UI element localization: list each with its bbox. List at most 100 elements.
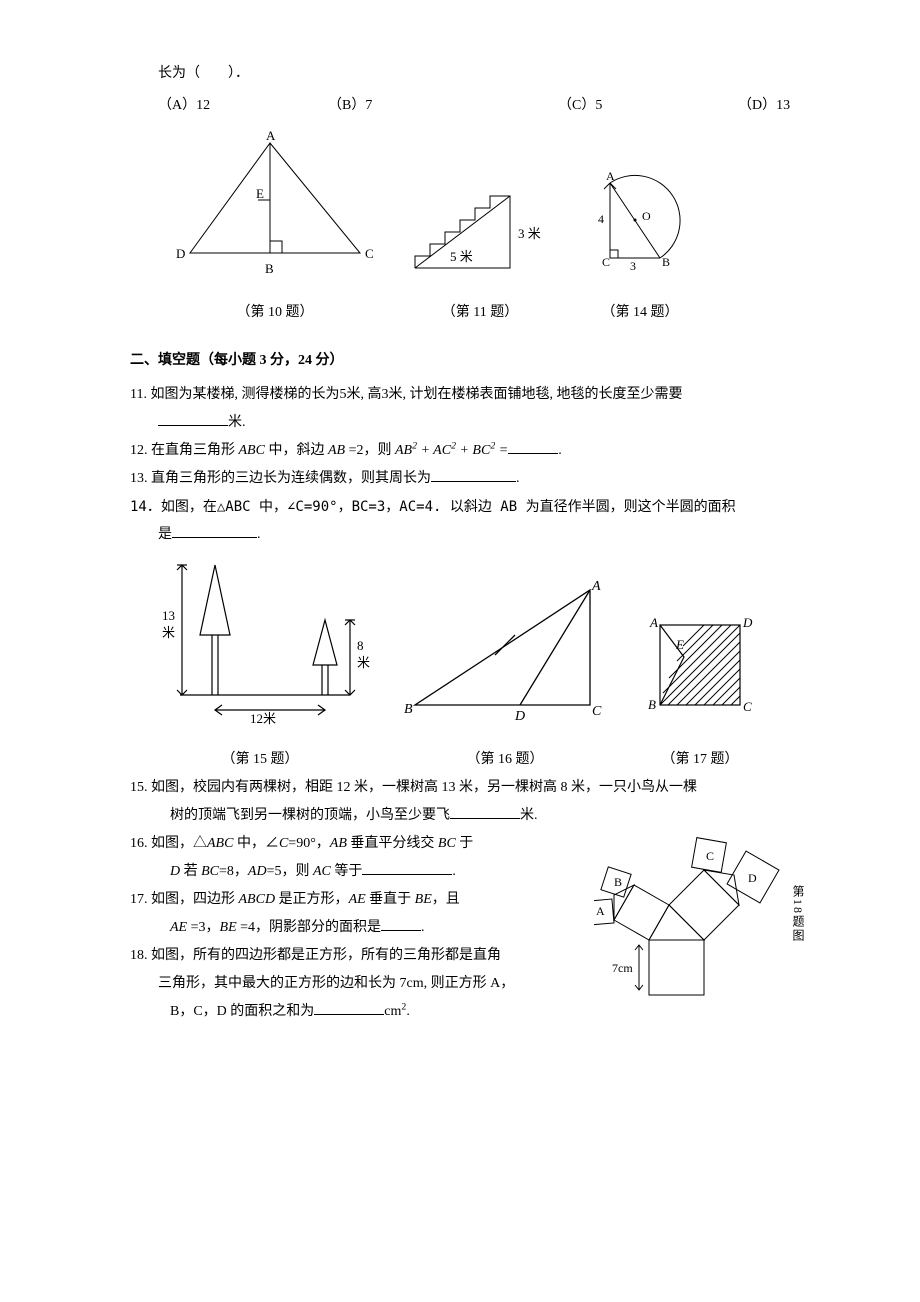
q10-tail: 长为（ ）． xyxy=(130,60,810,88)
q12-line: 12. 在直角三角形 ABC 中，斜边 AB =2，则 AB2 + AC2 + … xyxy=(130,437,810,465)
fig-q17-C: C xyxy=(743,699,752,714)
q16-l2c: =5，则 xyxy=(267,864,313,879)
q17-blank xyxy=(381,916,421,931)
fig-q11: 5 米 3 米 （第 11 题） xyxy=(400,168,560,327)
fig-q14: A B C O 4 3 （第 14 题） xyxy=(580,168,700,327)
fig-q16-svg: A B C D xyxy=(400,575,610,725)
fig-q15-svg: 13 米 8 米 12米 xyxy=(150,555,370,725)
figure-row-1: A B C D E （第 10 题） 5 米 3 米 （第 11 题） xyxy=(130,128,810,327)
q18-blank xyxy=(314,1000,384,1015)
fig-q11-svg: 5 米 3 米 xyxy=(400,168,560,278)
fig-q14-caption: （第 14 题） xyxy=(580,299,700,327)
q16-18-block: 16. 如图，△ABC 中，∠C=90°，AB 垂直平分线交 BC 于 D 若 … xyxy=(130,830,810,1026)
q15-line2-pre: 树的顶端飞到另一棵树的顶端，小鸟至少要飞 xyxy=(170,808,450,823)
fig-q15-h1: 13 xyxy=(162,608,175,623)
fig-q10-svg: A B C D E xyxy=(170,128,380,278)
q14-line2: 是. xyxy=(130,521,810,549)
fig-q10-label-D: D xyxy=(176,246,185,261)
q12-blank xyxy=(508,439,558,454)
q16-l2a: 若 xyxy=(180,864,201,879)
q15-line2-post: 米. xyxy=(520,808,538,823)
fig-q14-label-4: 4 xyxy=(598,212,604,226)
fig-q10-label-A: A xyxy=(266,128,276,143)
q16-l2b: =8， xyxy=(219,864,248,879)
q17-line2: AE =3，BE =4，阴影部分的面积是. xyxy=(130,914,588,942)
q17-i3: BE xyxy=(415,892,432,907)
fig-q15-h2u: 米 xyxy=(357,655,370,670)
fig-q18-A: A xyxy=(596,904,605,918)
q14-line2-text: 是 xyxy=(158,527,172,542)
fig-q18-C: C xyxy=(706,849,714,863)
q16-line1: 16. 如图，△ABC 中，∠C=90°，AB 垂直平分线交 BC 于 xyxy=(130,830,588,858)
q17-i2: AE xyxy=(349,892,366,907)
q12-m2: =2，则 xyxy=(345,443,395,458)
q16-pre: 16. 如图，△ xyxy=(130,836,207,851)
q10-opt-b: （B）7 xyxy=(328,92,558,120)
q16-D: D xyxy=(170,864,180,879)
q18-line2: 三角形，其中最大的正方形的边和长为 7cm, 则正方形 A， xyxy=(130,970,588,998)
q18-unit: cm2. xyxy=(384,1004,410,1019)
q17-m2: 垂直于 xyxy=(366,892,415,907)
q16-line2: D 若 BC=8，AD=5，则 AC 等于. xyxy=(130,858,588,886)
q16-blank xyxy=(362,860,452,875)
q17-pre: 17. 如图，四边形 xyxy=(130,892,239,907)
q11-line1: 11. 如图为某楼梯, 测得楼梯的长为5米, 高3米, 计划在楼梯表面铺地毯, … xyxy=(130,381,810,409)
q16-m1: 中，∠ xyxy=(233,836,279,851)
fig-q15: 13 米 8 米 12米 （第 15 题） xyxy=(150,555,370,774)
fig-q10-caption: （第 10 题） xyxy=(170,299,380,327)
fig-q11-label-3: 3 米 xyxy=(518,226,541,241)
fig-q16-C: C xyxy=(592,704,602,719)
q10-opt-d: （D）13 xyxy=(738,92,790,120)
q13-line: 13. 直角三角形的三边长为连续偶数，则其周长为. xyxy=(130,465,810,493)
q11-tail: 米. xyxy=(228,415,246,430)
q10-opt-a: （A）12 xyxy=(158,92,328,120)
q12-pre: 12. 在直角三角形 xyxy=(130,443,239,458)
fig-q14-label-3: 3 xyxy=(630,259,636,273)
fig-q14-label-C: C xyxy=(602,255,610,269)
fig-q16-D: D xyxy=(514,709,525,724)
q17-i1: ABCD xyxy=(239,892,276,907)
fig-q17-D: D xyxy=(742,615,753,630)
q15-line1: 15. 如图，校园内有两棵树，相距 12 米，一棵树高 13 米，另一棵树高 8… xyxy=(130,774,810,802)
fig-q17: A B C D E （第 17 题） xyxy=(640,605,760,774)
fig-q16-B: B xyxy=(404,702,413,717)
q14-blank xyxy=(172,523,257,538)
fig-q17-A: A xyxy=(649,615,658,630)
q12-tail: . xyxy=(558,443,562,458)
q17-m3: ，且 xyxy=(432,892,460,907)
fig-q17-caption: （第 17 题） xyxy=(640,746,760,774)
q15-blank xyxy=(450,804,520,819)
q10-opt-c: （C）5 xyxy=(558,92,738,120)
q10-options: （A）12 （B）7 （C）5 （D）13 xyxy=(130,92,810,120)
fig-q14-label-A: A xyxy=(606,169,615,183)
fig-q16-caption: （第 16 题） xyxy=(400,746,610,774)
q14-line1: 14．如图，在△ABC 中，∠C=90°，BC=3，AC=4. 以斜边 AB 为… xyxy=(130,493,810,521)
fig-q10-label-E: E xyxy=(256,186,264,201)
q15-line2: 树的顶端飞到另一棵树的顶端，小鸟至少要飞 米. xyxy=(130,802,810,830)
fig-q17-svg: A B C D E xyxy=(640,605,760,725)
q17-l2d: =4，阴影部分的面积是 xyxy=(237,920,381,935)
q16-i3: AB xyxy=(330,836,347,851)
fig-q10: A B C D E （第 10 题） xyxy=(170,128,380,327)
fig-q15-caption: （第 15 题） xyxy=(150,746,370,774)
q17-l2a: AE xyxy=(170,920,187,935)
fig-q14-label-B: B xyxy=(662,255,670,269)
fig-q10-label-B: B xyxy=(265,261,274,276)
fig-q18-B: B xyxy=(614,875,622,889)
fig-q17-E: E xyxy=(675,637,684,652)
fig-q18-7cm: 7cm xyxy=(612,961,633,975)
q13-text: 13. 直角三角形的三边长为连续偶数，则其周长为 xyxy=(130,471,431,486)
q17-l2c: BE xyxy=(220,920,237,935)
q16-i4: BC xyxy=(438,836,456,851)
q18-line3: B，C，D 的面积之和为cm2. xyxy=(130,998,588,1026)
fig-q15-d: 12米 xyxy=(250,711,276,725)
fig-q16: A B C D （第 16 题） xyxy=(400,575,610,774)
q13-tail: . xyxy=(516,471,520,486)
q11-line2: 米. xyxy=(130,409,810,437)
fig-q10-label-C: C xyxy=(365,246,374,261)
q12-i1: ABC xyxy=(239,443,265,458)
q16-i2: C xyxy=(279,836,288,851)
fig-q18-D: D xyxy=(748,871,757,885)
q17-l2b: =3， xyxy=(187,920,219,935)
fig-q18: A B C D 7cm 第18题图 xyxy=(594,830,810,1016)
